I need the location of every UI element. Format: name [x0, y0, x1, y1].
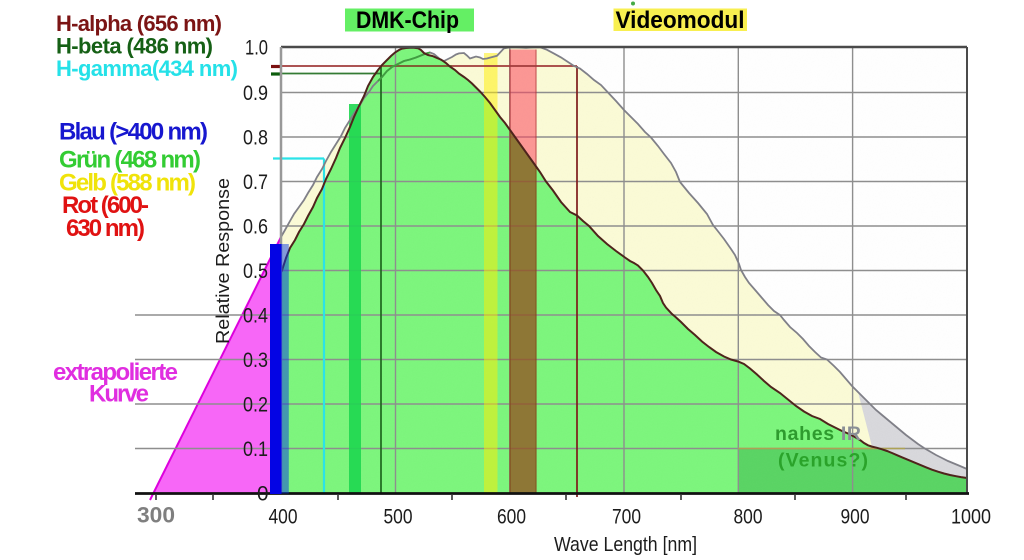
svg-text:0.1: 0.1 — [243, 438, 268, 461]
svg-text:0.5: 0.5 — [243, 260, 268, 283]
svg-text:1000: 1000 — [951, 506, 991, 529]
svg-text:Gelb (588 nm): Gelb (588 nm) — [59, 170, 196, 197]
svg-text:H-beta (486 nm): H-beta (486 nm) — [56, 34, 213, 59]
svg-text:0.7: 0.7 — [243, 171, 268, 194]
svg-text:0.3: 0.3 — [243, 349, 268, 372]
svg-text:300: 300 — [137, 503, 175, 528]
svg-text:extrapolierte: extrapolierte — [53, 359, 178, 386]
svg-text:700: 700 — [612, 506, 641, 529]
svg-text:500: 500 — [384, 506, 413, 529]
svg-text:900: 900 — [841, 506, 870, 529]
svg-text:H-gamma(434 nm): H-gamma(434 nm) — [56, 56, 238, 81]
svg-text:Kurve: Kurve — [89, 381, 149, 408]
svg-text:(Venus?): (Venus?) — [778, 450, 868, 472]
svg-text:Blau (>400 nm): Blau (>400 nm) — [59, 119, 208, 146]
svg-text:nahes IR: nahes IR — [775, 423, 861, 445]
svg-text:DMK-Chip: DMK-Chip — [356, 7, 459, 34]
svg-text:Relative Response: Relative Response — [212, 178, 233, 344]
svg-text:0: 0 — [257, 483, 269, 506]
svg-text:630 nm): 630 nm) — [66, 215, 145, 242]
svg-text:600: 600 — [497, 506, 526, 529]
svg-text:400: 400 — [269, 506, 298, 529]
svg-text:0.8: 0.8 — [243, 127, 268, 150]
svg-text:Videomodul: Videomodul — [616, 7, 745, 34]
svg-text:0.9: 0.9 — [243, 82, 268, 105]
svg-text:800: 800 — [734, 506, 763, 529]
svg-text:Rot (600-: Rot (600- — [62, 192, 149, 219]
svg-text:H-alpha (656 nm): H-alpha (656 nm) — [56, 11, 222, 36]
svg-text:1.0: 1.0 — [245, 37, 268, 60]
svg-text:Grün (468 nm): Grün (468 nm) — [59, 147, 201, 174]
svg-text:0.4: 0.4 — [243, 305, 268, 328]
svg-text:Wave Length [nm]: Wave Length [nm] — [554, 533, 697, 556]
svg-text:0.2: 0.2 — [243, 394, 268, 417]
svg-text:0.6: 0.6 — [243, 216, 268, 239]
